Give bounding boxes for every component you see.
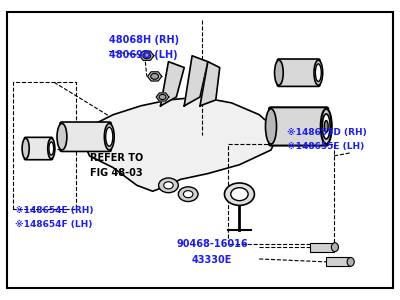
Bar — [310, 243, 334, 252]
Ellipse shape — [22, 138, 29, 159]
Circle shape — [143, 53, 151, 59]
Circle shape — [159, 94, 166, 100]
Polygon shape — [200, 62, 220, 106]
Text: FIG 48-03: FIG 48-03 — [90, 168, 142, 178]
Text: ※148655D (RH): ※148655D (RH) — [287, 128, 366, 137]
Text: 48069D (LH): 48069D (LH) — [109, 50, 178, 60]
Ellipse shape — [106, 127, 113, 146]
Circle shape — [224, 183, 254, 206]
Ellipse shape — [331, 243, 338, 252]
FancyBboxPatch shape — [269, 107, 328, 146]
Ellipse shape — [48, 138, 55, 159]
Ellipse shape — [49, 142, 54, 155]
Text: ※148655E (LH): ※148655E (LH) — [287, 142, 364, 152]
Ellipse shape — [321, 109, 332, 144]
Polygon shape — [184, 56, 208, 106]
Ellipse shape — [57, 124, 67, 150]
Ellipse shape — [315, 64, 321, 82]
Circle shape — [231, 188, 248, 201]
Ellipse shape — [324, 121, 328, 132]
Text: REFER TO: REFER TO — [90, 153, 143, 163]
Circle shape — [184, 190, 193, 198]
Circle shape — [151, 74, 158, 79]
Bar — [326, 257, 350, 266]
FancyBboxPatch shape — [24, 137, 52, 160]
Circle shape — [158, 178, 178, 193]
FancyBboxPatch shape — [60, 122, 111, 152]
Ellipse shape — [322, 114, 330, 139]
Polygon shape — [160, 62, 184, 106]
Text: 48068H (RH): 48068H (RH) — [109, 35, 180, 46]
Ellipse shape — [347, 257, 354, 266]
Polygon shape — [82, 97, 279, 191]
Polygon shape — [156, 93, 169, 101]
Ellipse shape — [274, 60, 283, 85]
Ellipse shape — [314, 60, 323, 85]
Ellipse shape — [266, 109, 276, 144]
Polygon shape — [140, 51, 154, 60]
Circle shape — [178, 187, 198, 202]
Text: 43330E: 43330E — [192, 255, 232, 266]
Text: ※148654F (LH): ※148654F (LH) — [15, 220, 92, 230]
Text: 90468-16016: 90468-16016 — [176, 238, 248, 249]
Ellipse shape — [104, 124, 114, 150]
Polygon shape — [148, 72, 162, 81]
Text: ※148654E (RH): ※148654E (RH) — [15, 206, 93, 215]
Circle shape — [164, 182, 173, 189]
FancyBboxPatch shape — [277, 59, 320, 86]
